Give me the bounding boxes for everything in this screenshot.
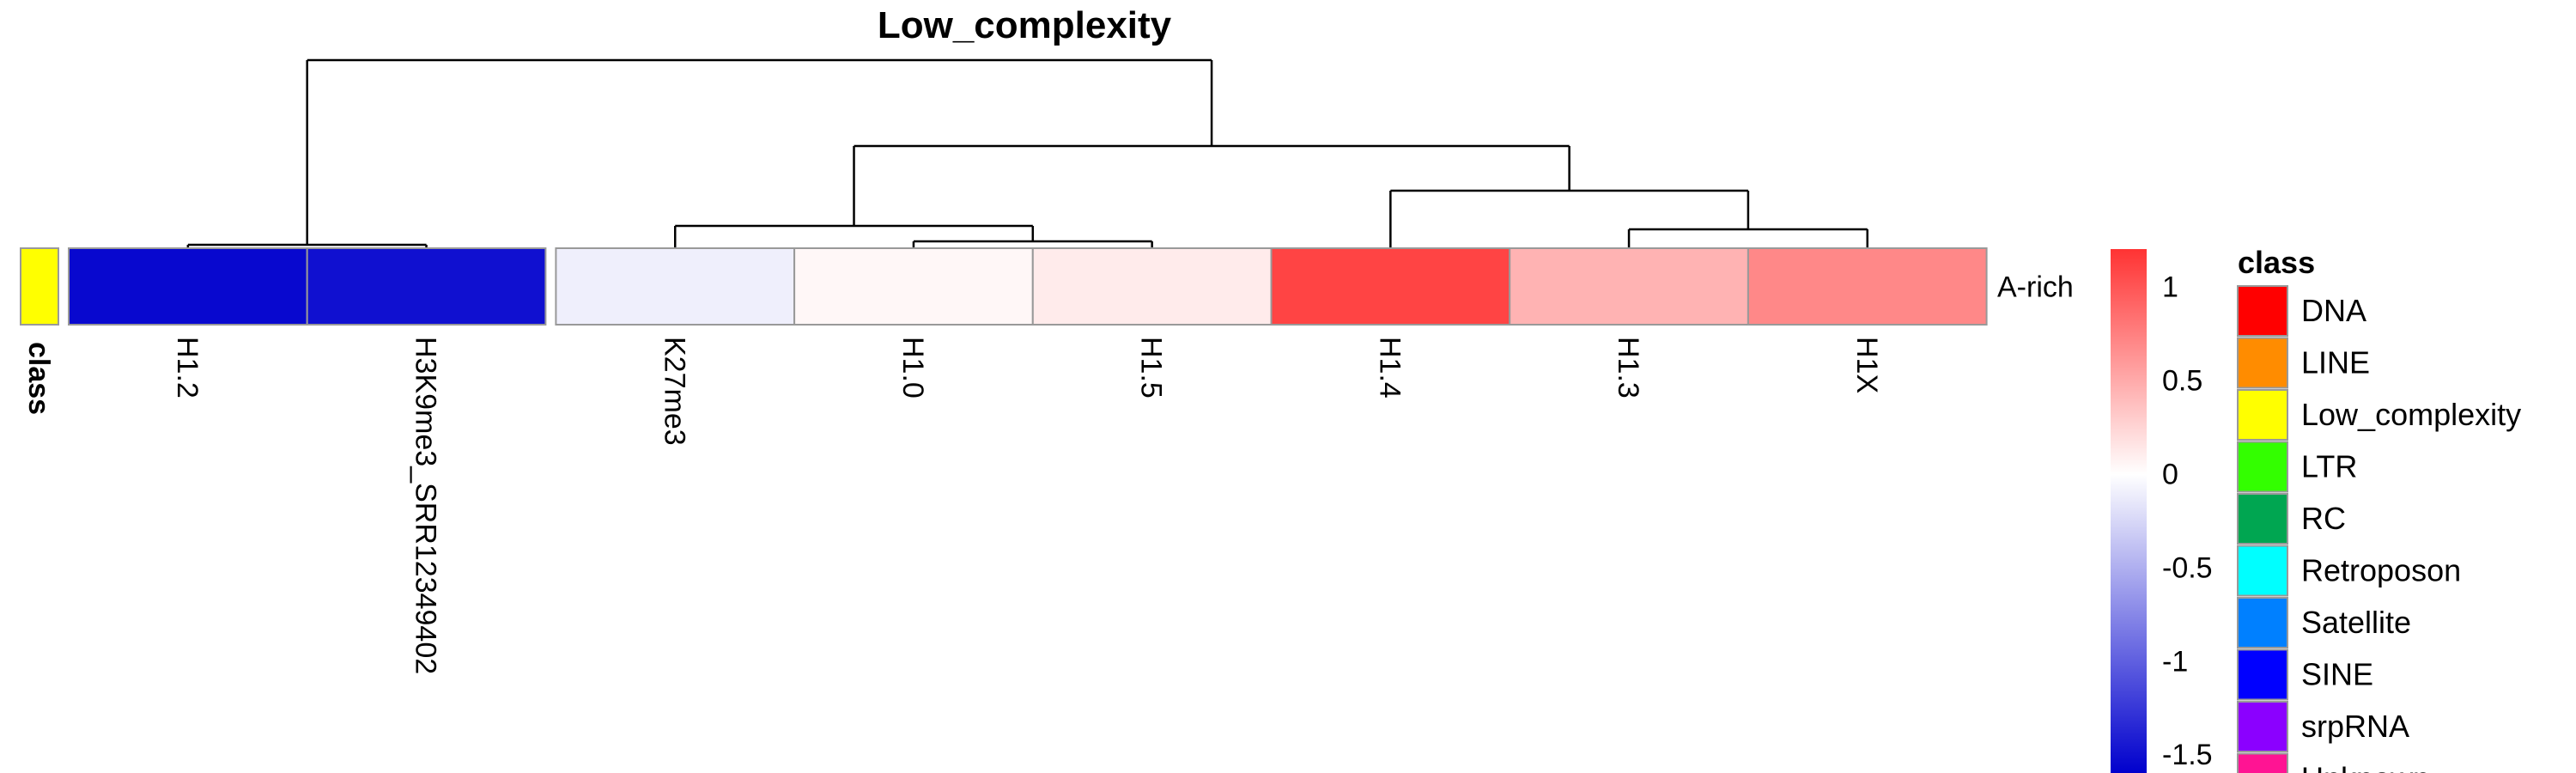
- column-label: K27me3: [658, 337, 690, 446]
- legend-swatch: [2237, 389, 2288, 441]
- legend-label: Satellite: [2301, 605, 2411, 640]
- legend-label: LINE: [2301, 345, 2370, 380]
- column-label: H1.4: [1373, 337, 1406, 399]
- legend-swatch: [2237, 441, 2288, 493]
- heatmap-cell: [1747, 247, 1988, 326]
- column-dendrogram: [186, 58, 1868, 248]
- legend-label: LTR: [2301, 449, 2357, 484]
- column-label: H1X: [1850, 337, 1883, 393]
- legend-label: Low_complexity: [2301, 397, 2521, 432]
- color-scale-tick-label: 0: [2162, 458, 2178, 490]
- class-legend: class DNA LINE Low_complexity LTR RC Retroposo…: [2237, 245, 2521, 773]
- color-scale-tick-label: 0.5: [2162, 365, 2202, 398]
- heatmap-cell: [306, 247, 547, 326]
- heatmap-cell: [555, 247, 796, 326]
- column-label: H1.5: [1135, 337, 1168, 399]
- color-scale-tick-label: -0.5: [2162, 551, 2213, 584]
- legend-swatch: [2237, 337, 2288, 389]
- legend-label: DNA: [2301, 293, 2366, 328]
- color-scale-legend: 1 0.5 0 -0.5 -1 -1.5: [2111, 249, 2213, 773]
- legend-title: class: [2238, 245, 2315, 280]
- legend-swatch: [2237, 752, 2288, 773]
- color-scale-bar: [2111, 249, 2147, 773]
- row-label: A-rich: [1997, 271, 2074, 304]
- heatmap-cell: [68, 247, 308, 326]
- column-label: H1.2: [171, 337, 204, 399]
- color-scale-tick-label: -1.5: [2162, 739, 2213, 771]
- legend-label: Unknown: [2301, 761, 2430, 773]
- column-label: H1.0: [896, 337, 929, 399]
- column-label: H1.3: [1612, 337, 1644, 399]
- chart-title: Low_complexity: [878, 4, 1172, 46]
- heatmap-cell: [1031, 247, 1273, 326]
- heatmap-cells: [68, 247, 1988, 326]
- column-label: H3K9me3_SRR12349402: [410, 337, 442, 674]
- color-scale-tick-label: 1: [2162, 271, 2178, 304]
- heatmap-cell: [1270, 247, 1511, 326]
- row-annotation-cell: [20, 247, 59, 326]
- heatmap-cell: [793, 247, 1034, 326]
- legend-swatch: [2237, 597, 2288, 648]
- column-labels: H1.2 H3K9me3_SRR12349402 K27me3 H1.0 H1.5 H1.…: [171, 337, 1883, 674]
- legend-label: srpRNA: [2301, 709, 2409, 744]
- row-annotation: class: [20, 247, 59, 415]
- legend-swatch: [2237, 493, 2288, 545]
- legend-label: RC: [2301, 501, 2346, 536]
- heatmap-cell: [1509, 247, 1749, 326]
- legend-swatch: [2237, 701, 2288, 752]
- legend-label: Retroposon: [2301, 553, 2461, 588]
- legend-swatch: [2237, 648, 2288, 701]
- legend-swatch: [2237, 285, 2288, 337]
- row-labels: A-rich: [1997, 271, 2074, 304]
- legend-swatch: [2237, 545, 2288, 597]
- legend-label: SINE: [2301, 657, 2373, 692]
- color-scale-tick-label: -1: [2162, 645, 2188, 678]
- row-annotation-label: class: [22, 342, 55, 415]
